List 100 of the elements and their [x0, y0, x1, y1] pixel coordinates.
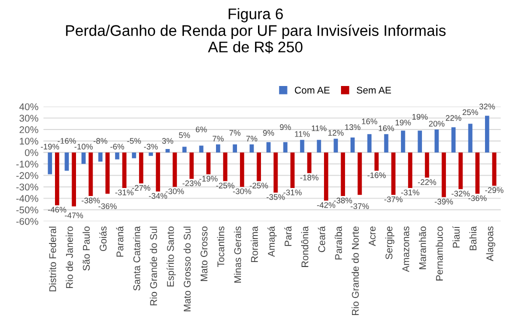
- bar: [88, 152, 93, 196]
- data-label: -19%: [199, 176, 218, 182]
- data-label: 12%: [328, 130, 344, 136]
- x-tick-label: Alagoas: [486, 226, 496, 262]
- x-tick-label: Acre: [368, 226, 376, 246]
- x-tick-label: Rio Grande do Norte: [352, 226, 359, 316]
- x-tick-label: Sergipe: [385, 226, 394, 260]
- data-label: -30%: [166, 188, 184, 194]
- bar: [274, 152, 278, 193]
- bar: [475, 152, 480, 194]
- data-label: 20%: [429, 120, 444, 127]
- bar: [324, 152, 328, 201]
- x-tick-label: Amazonas: [402, 226, 410, 272]
- bar: [54, 152, 60, 206]
- legend-label: Sem AE: [356, 86, 391, 94]
- x-tick-label: Bahia: [469, 226, 476, 250]
- y-tick-label: -60%: [16, 218, 38, 225]
- data-label: -10%: [74, 144, 93, 150]
- bar: [266, 142, 271, 152]
- bar: [468, 124, 472, 152]
- bar: [340, 152, 346, 196]
- data-label: 16%: [362, 118, 378, 124]
- data-label: -42%: [317, 202, 336, 208]
- bar: [216, 144, 220, 152]
- data-label: -19%: [40, 144, 60, 150]
- data-label: -32%: [452, 190, 470, 196]
- x-tick-label: Minas Gerais: [234, 226, 242, 283]
- bar: [424, 152, 430, 178]
- data-label: -16%: [58, 138, 76, 144]
- data-label: -38%: [82, 198, 100, 204]
- bar: [172, 152, 177, 187]
- bar: [434, 130, 439, 152]
- data-label: -46%: [48, 206, 66, 212]
- bar: [400, 130, 406, 152]
- data-label: -29%: [485, 187, 504, 193]
- x-tick-label: Ceará: [318, 226, 326, 252]
- bar: [374, 152, 379, 171]
- data-label: -35%: [266, 194, 285, 200]
- bar: [199, 146, 204, 152]
- bar: [300, 140, 304, 152]
- bar: [182, 146, 187, 152]
- data-label: 9%: [263, 130, 274, 136]
- bar: [115, 152, 120, 160]
- y-tick-label: 30%: [19, 114, 38, 122]
- y-tick-label: -50%: [16, 206, 38, 214]
- bar: [72, 152, 76, 206]
- bar: [358, 152, 362, 195]
- data-label: 13%: [345, 124, 360, 130]
- bar: [367, 134, 372, 152]
- bar: [223, 152, 228, 182]
- x-tick-label: Paraíba: [334, 226, 342, 260]
- y-tick-label: -20%: [16, 172, 38, 180]
- bar: [451, 127, 456, 152]
- y-tick-label: -10%: [16, 160, 38, 168]
- bar: [283, 142, 288, 152]
- data-label: 6%: [196, 126, 207, 132]
- bar: [418, 130, 422, 152]
- data-label: 7%: [246, 136, 258, 142]
- bar: [81, 152, 86, 164]
- data-label: -18%: [300, 174, 318, 180]
- bar: [190, 152, 194, 179]
- data-label: 11%: [312, 125, 326, 132]
- data-label: 7%: [230, 130, 240, 136]
- bar: [240, 152, 244, 187]
- data-label: -22%: [418, 179, 436, 185]
- data-label: -5%: [127, 138, 141, 144]
- bar: [156, 152, 160, 192]
- data-label: -31%: [115, 190, 134, 196]
- data-label: 19%: [412, 114, 428, 120]
- data-label: -37%: [384, 196, 402, 202]
- bar: [122, 152, 126, 188]
- x-tick-label: São Paulo: [82, 226, 90, 271]
- x-tick-label: Rio de Janeiro: [66, 226, 73, 288]
- y-tick-label: 0%: [24, 149, 38, 156]
- x-tick-label: Distrito Federal: [48, 226, 56, 292]
- bar: [307, 152, 312, 174]
- bar: [350, 138, 355, 152]
- x-tick-label: Mato Grosso do Sul: [184, 226, 191, 312]
- bar: [250, 144, 254, 152]
- bar: [391, 152, 396, 195]
- data-label: 3%: [162, 138, 174, 144]
- x-tick-label: Espírito Santo: [166, 226, 176, 286]
- data-label: -25%: [216, 182, 234, 188]
- bar: [492, 152, 496, 186]
- x-tick-label: Paraná: [116, 226, 124, 257]
- data-label: 16%: [378, 125, 394, 132]
- data-label: -36%: [98, 203, 117, 210]
- bar: [105, 152, 110, 194]
- data-label: -39%: [434, 198, 453, 204]
- data-label: -37%: [350, 203, 369, 210]
- bar: [232, 144, 238, 152]
- bar: [206, 152, 211, 174]
- y-tick-label: 20%: [20, 126, 38, 134]
- data-label: 11%: [295, 131, 310, 137]
- bar: [98, 152, 102, 162]
- data-label: 9%: [280, 124, 291, 130]
- data-label: -47%: [64, 212, 84, 218]
- bar: [290, 152, 295, 188]
- data-label: -31%: [283, 190, 302, 196]
- data-label: 5%: [178, 132, 190, 138]
